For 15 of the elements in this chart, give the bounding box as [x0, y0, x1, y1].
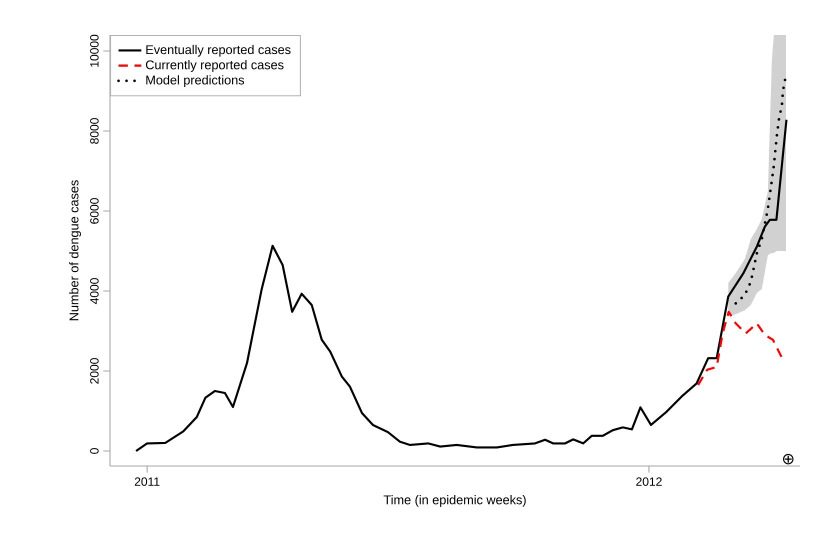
y-tick-label: 4000 — [90, 278, 99, 304]
x-axis-title: Time (in epidemic weeks) — [384, 495, 526, 507]
legend-label: Eventually reported cases — [146, 44, 291, 57]
y-tick-label: 6000 — [90, 198, 99, 224]
y-axis-title: Number of dengue cases — [69, 180, 81, 320]
x-tick-label: 2011 — [134, 477, 160, 486]
annotation: ⊕ — [783, 454, 794, 464]
y-tick-label: 8000 — [90, 118, 99, 144]
legend-label: Currently reported cases — [146, 60, 284, 72]
y-tick-label: 2000 — [90, 358, 99, 384]
x-tick-label: 2012 — [636, 477, 662, 486]
y-tick-label: 10000 — [90, 34, 99, 67]
legend-label: Model predictions — [146, 75, 244, 88]
line-series — [697, 310, 784, 386]
y-tick-label: 0 — [90, 448, 99, 454]
